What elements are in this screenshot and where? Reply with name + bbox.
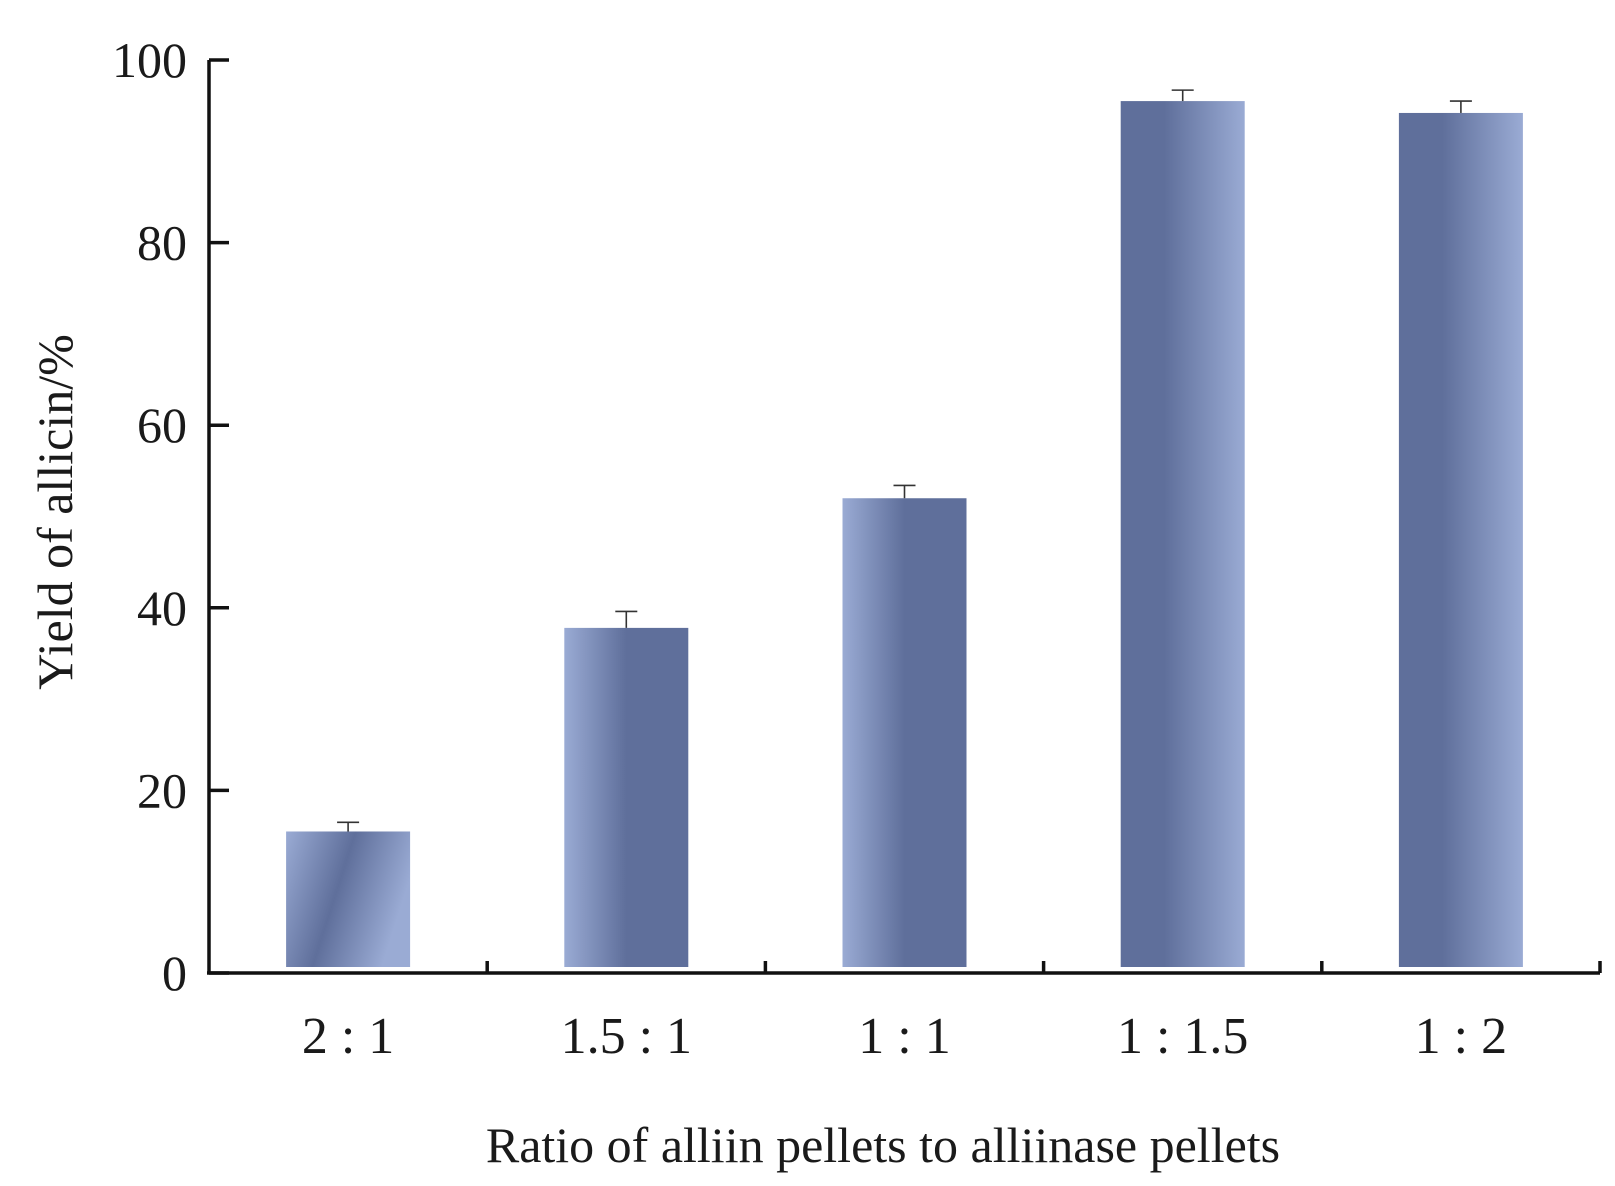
x-category-label: 1 : 1.5: [1117, 1008, 1248, 1065]
plot-area: 2 : 1 1.5 : 1 1 : 1 1 : 1.5 1 : 2: [286, 89, 1523, 1065]
x-category-label: 1 : 2: [1415, 1008, 1507, 1065]
error-bar: [615, 610, 638, 628]
y-tick-label: 20: [137, 762, 187, 818]
y-tick-label: 40: [137, 580, 187, 636]
bar: [286, 831, 411, 967]
error-bar: [1449, 100, 1472, 113]
bar: [1398, 112, 1523, 968]
x-axis-title: Ratio of alliin pellets to alliinase pel…: [486, 1117, 1280, 1173]
bar: [1120, 101, 1245, 967]
x-axis-ticks: [485, 961, 1602, 973]
error-bar: [1171, 89, 1194, 102]
y-tick-label: 80: [137, 215, 187, 271]
y-axis-ticks: 0 20 40 60 80 100: [112, 32, 229, 1001]
bar: [842, 498, 967, 967]
error-bar: [337, 821, 360, 832]
x-category-label: 2 : 1: [302, 1008, 394, 1065]
y-axis-title: Yield of allicin/%: [27, 334, 83, 689]
error-bar: [893, 484, 916, 499]
y-tick-label: 0: [162, 945, 187, 1001]
bar: [564, 627, 689, 967]
x-category-label: 1.5 : 1: [561, 1008, 692, 1065]
x-category-label: 1 : 1: [858, 1008, 950, 1065]
y-tick-label: 100: [112, 32, 187, 88]
y-tick-label: 60: [137, 397, 187, 453]
